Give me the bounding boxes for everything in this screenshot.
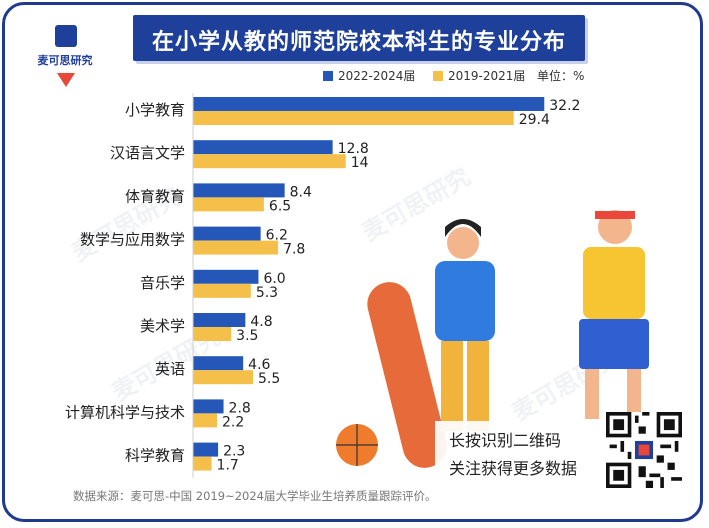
bar-series-b — [193, 197, 264, 212]
bar-series-b — [193, 154, 346, 169]
bar-series-a — [193, 140, 333, 155]
value-label-series-a: 12.8 — [338, 141, 369, 157]
bar-series-a — [193, 399, 224, 414]
bar-series-a — [193, 442, 219, 457]
bar-series-b — [193, 283, 251, 298]
legend-item-series-a: 2022-2024届 — [323, 67, 415, 84]
bar-chart: 小学教育 32.229.4 汉语言文学 12.814 体育教育 8.46.5 数学与应用数学… — [65, 93, 649, 478]
bar-series-b — [193, 456, 212, 471]
category-label: 音乐学 — [140, 274, 185, 292]
category-label: 小学教育 — [125, 101, 185, 119]
bar-series-a — [193, 183, 285, 198]
qr-caption-line2: 关注获得更多数据 — [449, 459, 578, 478]
qr-code-icon[interactable] — [606, 412, 682, 488]
title-banner: 在小学从教的师范院校本科生的专业分布 — [133, 15, 585, 61]
value-label-series-a: 4.6 — [248, 357, 270, 373]
value-label-series-b: 3.5 — [236, 328, 258, 344]
value-label-series-a: 32.2 — [549, 98, 580, 114]
bar-series-a — [193, 313, 246, 327]
arrow-down-icon — [57, 73, 75, 87]
bar-series-b — [193, 240, 279, 255]
category-label: 体育教育 — [125, 187, 185, 205]
category-label: 汉语言文学 — [110, 144, 185, 162]
girl-illustration — [435, 219, 495, 431]
bar-series-b — [193, 111, 514, 125]
value-label-series-a: 2.8 — [229, 400, 251, 416]
value-label-series-b: 2.2 — [222, 414, 244, 430]
boy-illustration — [579, 210, 649, 419]
bar-series-b — [193, 370, 253, 385]
logo-label: 麦可思研究 — [37, 54, 93, 67]
value-label-series-a: 8.4 — [290, 184, 312, 200]
qr-caption-panel: 长按识别二维码 关注获得更多数据 — [435, 421, 605, 485]
source-note: 数据来源：麦可思-中国 2019~2024届大学毕业生培养质量跟踪评价。 — [73, 489, 437, 503]
bar-series-b — [193, 327, 232, 341]
value-label-series-b: 5.3 — [256, 285, 278, 301]
book-icon — [55, 25, 77, 47]
chart-title: 在小学从教的师范院校本科生的专业分布 — [151, 30, 566, 55]
category-label: 数学与应用数学 — [80, 231, 185, 249]
value-label-series-b: 6.5 — [269, 198, 291, 214]
category-label: 计算机科学与技术 — [65, 403, 185, 421]
category-label: 科学教育 — [125, 447, 185, 465]
category-label: 美术学 — [140, 317, 185, 335]
brand-logo: 麦可思研究 — [25, 25, 105, 93]
value-label-series-a: 4.8 — [250, 314, 272, 330]
value-label-series-a: 6.2 — [266, 228, 288, 244]
value-label-series-a: 2.3 — [223, 444, 245, 460]
chart-card: 麦可思研究 麦可思研究 麦可思研究 麦可思研究 麦可思研究 在小学从教的师范院校… — [2, 2, 703, 522]
value-label-series-b: 7.8 — [283, 242, 305, 258]
value-label-series-a: 6.0 — [263, 271, 285, 287]
value-label-series-b: 5.5 — [258, 371, 280, 387]
value-label-series-b: 1.7 — [217, 458, 239, 474]
basketball-illustration — [336, 424, 378, 466]
skateboard-illustration — [367, 282, 447, 468]
value-label-series-b: 29.4 — [519, 112, 550, 128]
legend-swatch-icon — [433, 71, 443, 81]
bar-series-a — [193, 226, 261, 241]
legend-label: 2022-2024届 — [338, 69, 416, 83]
bar-series-a — [193, 269, 259, 284]
legend-swatch-icon — [323, 71, 333, 81]
category-label: 英语 — [155, 360, 185, 378]
bar-series-b — [193, 413, 217, 428]
bar-series-a — [193, 97, 545, 111]
legend-item-series-b: 2019-2021届 — [433, 67, 525, 84]
unit-label: 单位：% — [537, 69, 585, 83]
legend-label: 2019-2021届 — [448, 69, 526, 83]
bar-series-a — [193, 356, 244, 371]
qr-caption-line1: 长按识别二维码 — [449, 431, 562, 450]
value-label-series-b: 14 — [351, 155, 369, 171]
